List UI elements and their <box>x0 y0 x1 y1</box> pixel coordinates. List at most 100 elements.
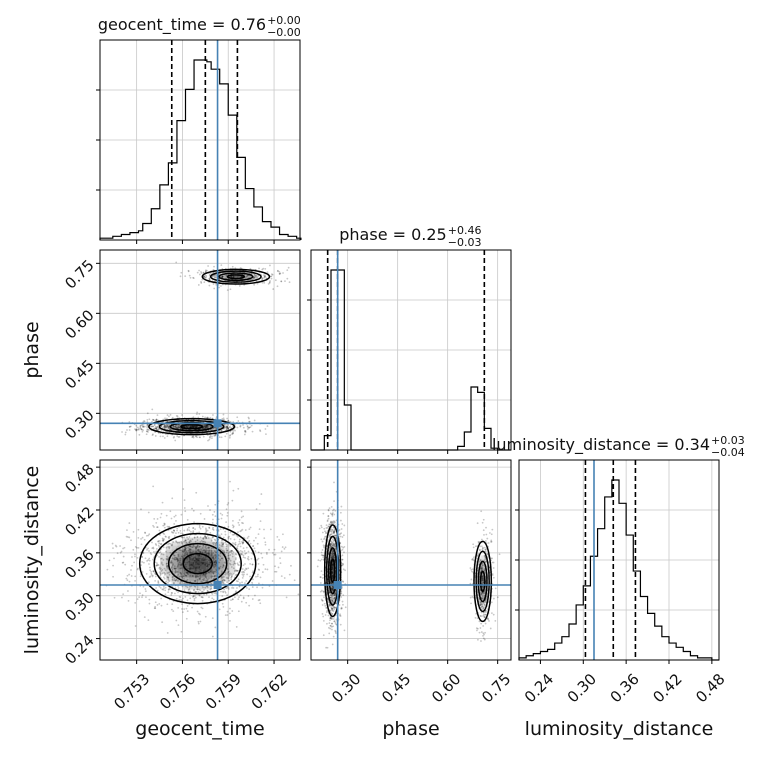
sample-point <box>239 425 242 428</box>
sample-point <box>212 518 214 521</box>
sample-point <box>222 542 225 545</box>
sample-point <box>324 604 327 607</box>
sample-point <box>251 563 254 566</box>
sample-point <box>232 432 234 435</box>
sample-point <box>278 270 281 273</box>
sample-point <box>145 596 147 599</box>
sample-point <box>166 424 168 426</box>
sample-point <box>187 573 190 576</box>
sample-point <box>266 271 269 274</box>
sample-point <box>195 435 198 437</box>
sample-point <box>333 513 336 516</box>
sample-point <box>254 274 257 277</box>
sample-point <box>195 596 197 599</box>
sample-point <box>151 547 154 550</box>
sample-point <box>254 550 257 553</box>
sample-point <box>240 553 243 555</box>
sample-point <box>156 425 159 428</box>
sample-point <box>162 553 165 556</box>
sample-point <box>155 562 158 564</box>
density-bin <box>244 277 248 278</box>
sample-point <box>146 418 149 421</box>
sample-point <box>147 428 149 431</box>
sample-point <box>179 275 182 278</box>
sample-point <box>286 277 289 280</box>
density-bin <box>189 429 194 431</box>
sample-point <box>238 564 240 567</box>
sample-point <box>198 436 201 439</box>
sample-point <box>175 558 178 560</box>
sample-point <box>193 588 196 591</box>
contour-level <box>209 270 262 283</box>
sample-point <box>326 622 328 625</box>
sample-point <box>186 605 189 607</box>
sample-point <box>227 577 230 579</box>
sample-point <box>168 525 171 528</box>
sample-point <box>244 430 247 433</box>
sample-point <box>160 512 163 515</box>
sample-point <box>193 599 196 602</box>
sample-point <box>153 571 155 573</box>
sample-point <box>162 585 165 588</box>
sample-point <box>189 276 192 279</box>
sample-point <box>470 602 472 605</box>
sample-point <box>135 428 138 431</box>
sample-point <box>162 546 165 549</box>
sample-point <box>143 420 145 422</box>
sample-point <box>278 272 281 275</box>
sample-point <box>147 431 149 433</box>
sample-point <box>209 585 212 588</box>
sample-point <box>221 275 224 278</box>
sample-point <box>222 591 225 594</box>
sample-point <box>162 538 164 541</box>
sample-point <box>218 561 221 564</box>
sample-point <box>205 527 207 530</box>
sample-point <box>212 598 215 601</box>
sample-point <box>188 588 191 591</box>
density-bin <box>206 427 211 428</box>
sample-point <box>168 537 170 540</box>
sample-point <box>187 589 190 591</box>
sample-point <box>196 588 199 591</box>
sample-point <box>242 597 245 600</box>
sample-point <box>339 519 342 522</box>
sample-point <box>179 559 182 562</box>
sample-point <box>122 555 125 558</box>
sample-point <box>166 576 169 578</box>
sample-point <box>164 426 167 428</box>
sample-point <box>221 557 223 560</box>
sample-point <box>213 575 216 578</box>
sample-point <box>92 527 94 529</box>
sample-point <box>288 573 291 576</box>
contour-level <box>138 522 257 605</box>
sample-point <box>163 571 166 574</box>
sample-point <box>256 586 258 589</box>
sample-point <box>224 530 227 533</box>
sample-point <box>131 556 133 558</box>
sample-point <box>244 569 246 572</box>
sample-point <box>229 554 232 556</box>
sample-point <box>176 570 179 573</box>
sample-point <box>208 438 211 441</box>
sample-point <box>205 276 207 279</box>
sample-point <box>232 430 235 432</box>
sample-point <box>141 596 143 599</box>
sample-point <box>239 582 241 584</box>
sample-point <box>200 280 202 283</box>
sample-point <box>161 557 163 560</box>
sample-point <box>182 550 185 553</box>
sample-point <box>183 550 186 552</box>
sample-point <box>319 559 322 562</box>
panel-geocent_time-geocent_time <box>96 39 302 244</box>
sample-point <box>173 515 176 518</box>
sample-point <box>221 276 224 279</box>
sample-point <box>129 425 132 428</box>
sample-point <box>332 635 335 638</box>
sample-point <box>159 516 162 519</box>
sample-point <box>172 579 174 581</box>
density-bin <box>214 277 218 278</box>
sample-point <box>233 562 236 565</box>
sample-point <box>158 551 161 554</box>
sample-point <box>297 593 300 596</box>
